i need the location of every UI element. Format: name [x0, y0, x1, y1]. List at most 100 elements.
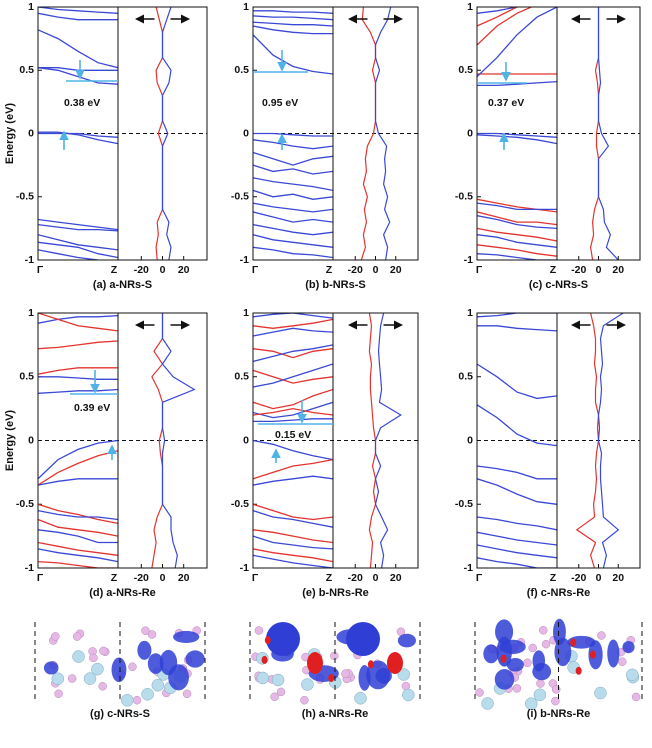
- atom-s: [147, 630, 157, 639]
- atom-s: [270, 692, 279, 702]
- orbital-lobe-neg: [575, 666, 582, 675]
- band: [253, 139, 333, 150]
- atom-re: [72, 650, 85, 663]
- atom-s: [99, 646, 108, 656]
- dos-tick-label: 0: [160, 572, 166, 584]
- y-tick-label: -1: [464, 254, 473, 266]
- y-tick-label: -1: [25, 254, 34, 266]
- atom-re: [626, 668, 639, 682]
- band: [253, 25, 333, 35]
- y-tick-label: 1: [467, 307, 473, 319]
- band: [38, 314, 118, 324]
- dos: [151, 313, 196, 568]
- orbital-lobe-neg: [261, 655, 268, 664]
- dos: [368, 313, 402, 568]
- band: [477, 544, 557, 559]
- gap-label: 0.38 eV: [64, 97, 100, 109]
- band: [477, 202, 557, 211]
- band: [253, 418, 333, 423]
- band: [477, 404, 557, 447]
- atom-re: [301, 678, 314, 691]
- dos-tick-label: -20: [348, 264, 363, 276]
- bands: [253, 10, 333, 259]
- y-tick-label: 0.5: [19, 64, 34, 76]
- structure-caption: (h) a-NRs-Re: [302, 708, 369, 720]
- panel-caption: (f) c-NRs-Re: [527, 587, 591, 599]
- atom-s: [89, 653, 98, 663]
- x-tick-label: Γ: [252, 572, 259, 584]
- band: [253, 10, 333, 14]
- gap-label: 0.95 eV: [262, 97, 298, 109]
- band: [477, 7, 523, 14]
- atom-s: [276, 687, 286, 697]
- band: [38, 234, 118, 251]
- band: [38, 12, 118, 21]
- band: [477, 465, 557, 480]
- band: [38, 529, 118, 544]
- band: [477, 325, 557, 332]
- band: [253, 363, 333, 388]
- panel: 1 0.5 0 -0.5 -1Γ Z -20 0 20 (f) c-NRs-Re: [455, 307, 641, 599]
- dos-curve: [374, 7, 392, 260]
- dos-curve: [161, 7, 172, 260]
- panel-caption: (e) b-NRs-Re: [302, 587, 369, 599]
- band: [253, 407, 333, 416]
- band: [477, 7, 520, 27]
- orbital-lobe: [506, 657, 524, 672]
- y-tick-label: -0.5: [455, 191, 473, 203]
- atom-re: [91, 662, 104, 676]
- dos: [155, 7, 172, 260]
- band: [477, 132, 557, 138]
- y-tick-label: 0.5: [234, 64, 249, 76]
- atom-re: [594, 686, 607, 700]
- atom-s: [54, 689, 63, 699]
- band: [477, 363, 557, 400]
- orbital-lobe: [496, 636, 512, 667]
- panel-caption: (a) a-NRs-S: [93, 279, 152, 291]
- dos-frame: [332, 312, 419, 569]
- band: [38, 518, 118, 537]
- atom-s: [341, 669, 350, 678]
- band: [253, 327, 333, 337]
- gap-label: 0.15 eV: [275, 429, 311, 441]
- atom-s: [300, 695, 309, 705]
- dos: [360, 7, 392, 260]
- band: [253, 344, 333, 363]
- atom-re: [83, 672, 97, 685]
- dos-tick-label: 20: [390, 572, 402, 584]
- band: [253, 348, 333, 359]
- band: [38, 541, 118, 556]
- bands: [477, 313, 557, 568]
- y-tick-label: 1: [243, 1, 249, 13]
- band: [38, 7, 118, 14]
- band: [38, 478, 118, 486]
- band: [477, 134, 557, 145]
- dos-frame: [117, 312, 208, 569]
- atom-re: [121, 694, 134, 707]
- atom-re: [533, 688, 547, 702]
- atom-s: [475, 688, 484, 697]
- x-tick-label: Z: [550, 264, 557, 276]
- atom-s: [523, 658, 532, 668]
- y-tick-label: -1: [240, 254, 249, 266]
- orbital-lobe: [159, 649, 178, 676]
- atom-s: [72, 632, 82, 641]
- atom-s: [128, 662, 137, 671]
- dos-tick-label: -20: [348, 572, 363, 584]
- panel: 1 0.5 0 -0.5 -1Γ Z -20 0 20 0.37 eV (c) c-NRs-S: [455, 1, 641, 291]
- dos-tick-label: -20: [134, 264, 149, 276]
- y-tick-label: 1: [28, 307, 34, 319]
- dos-tick-label: -20: [134, 572, 149, 584]
- orbital-lobe: [553, 618, 566, 646]
- y-axis-label: Energy (eV): [4, 410, 16, 471]
- dos-curve: [161, 313, 196, 568]
- band: [477, 313, 557, 318]
- dos: [575, 313, 624, 568]
- dos-frame: [556, 6, 641, 261]
- orbital-lobe-neg: [500, 654, 507, 663]
- x-tick-label: Z: [550, 572, 557, 584]
- orbital-lobe: [266, 622, 300, 656]
- y-tick-label: -1: [464, 562, 473, 574]
- atom-s: [539, 625, 548, 635]
- dos-tick-label: -20: [571, 264, 586, 276]
